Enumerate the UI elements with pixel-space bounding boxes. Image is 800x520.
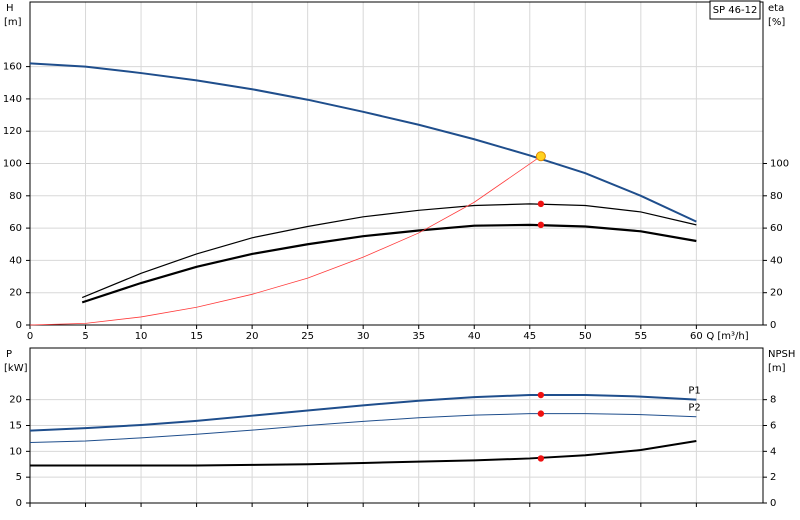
series-label: P1	[688, 386, 700, 397]
y2-tick-label: 0	[770, 498, 776, 509]
y2-axis-label: eta	[768, 3, 784, 14]
x-tick-label: 5	[82, 331, 88, 342]
x-tick-label: 35	[412, 331, 425, 342]
series-line	[81, 203, 697, 299]
point-marker	[537, 410, 545, 417]
series-line	[29, 155, 542, 326]
y2-tick-label: 8	[770, 395, 776, 406]
point-marker	[537, 391, 545, 399]
y-tick-label: 20	[9, 395, 22, 406]
series-line	[29, 394, 697, 432]
point-marker	[537, 200, 545, 208]
y-axis-label: H	[6, 3, 14, 14]
x-tick-label: 60	[690, 331, 703, 342]
y2-axis-unit: [%]	[768, 17, 785, 28]
y-tick-label: 0	[16, 498, 22, 509]
y2-axis-unit: [m]	[768, 363, 786, 374]
chart-title: SP 46-12	[713, 5, 758, 16]
x-tick-label: 50	[579, 331, 592, 342]
y-tick-label: 40	[9, 255, 22, 266]
point-marker	[535, 151, 546, 162]
series-label: P2	[688, 403, 700, 414]
y2-tick-label: 0	[770, 320, 776, 331]
x-tick-label: 15	[190, 331, 203, 342]
point-marker	[537, 221, 545, 229]
point-marker	[537, 455, 545, 462]
title-box	[709, 0, 761, 20]
y-tick-label: 140	[3, 94, 22, 105]
series-line	[29, 62, 697, 223]
y-tick-label: 5	[16, 472, 22, 483]
series-line	[81, 223, 697, 304]
y-tick-label: 0	[16, 320, 22, 331]
y-tick-label: 160	[3, 62, 22, 73]
y-tick-label: 20	[9, 288, 22, 299]
y-axis-label: P	[6, 349, 12, 360]
y-tick-label: 60	[9, 223, 22, 234]
x-tick-label: 30	[357, 331, 370, 342]
y-axis-unit: [kW]	[4, 363, 28, 374]
series-line	[29, 413, 697, 444]
x-tick-label: 25	[301, 331, 314, 342]
y-tick-label: 10	[9, 446, 22, 457]
x-axis-label: Q [m³/h]	[706, 331, 748, 342]
y-tick-label: 120	[3, 126, 22, 137]
x-tick-label: 0	[27, 331, 33, 342]
y2-tick-label: 4	[770, 446, 776, 457]
x-tick-label: 55	[634, 331, 647, 342]
series-line	[30, 440, 697, 467]
y-axis-unit: [m]	[4, 17, 22, 28]
x-tick-label: 10	[135, 331, 148, 342]
y2-tick-label: 40	[770, 255, 783, 266]
x-tick-label: 40	[468, 331, 481, 342]
x-tick-label: 20	[246, 331, 259, 342]
y2-tick-label: 20	[770, 288, 783, 299]
y-tick-label: 80	[9, 191, 22, 202]
y2-tick-label: 60	[770, 223, 783, 234]
y2-tick-label: 80	[770, 191, 783, 202]
x-tick-label: 45	[523, 331, 536, 342]
y2-tick-label: 100	[770, 159, 789, 170]
y-tick-label: 15	[9, 421, 22, 432]
y2-tick-label: 2	[770, 472, 776, 483]
y2-axis-label: NPSH	[768, 349, 795, 360]
y-tick-label: 100	[3, 159, 22, 170]
y2-tick-label: 6	[770, 421, 776, 432]
